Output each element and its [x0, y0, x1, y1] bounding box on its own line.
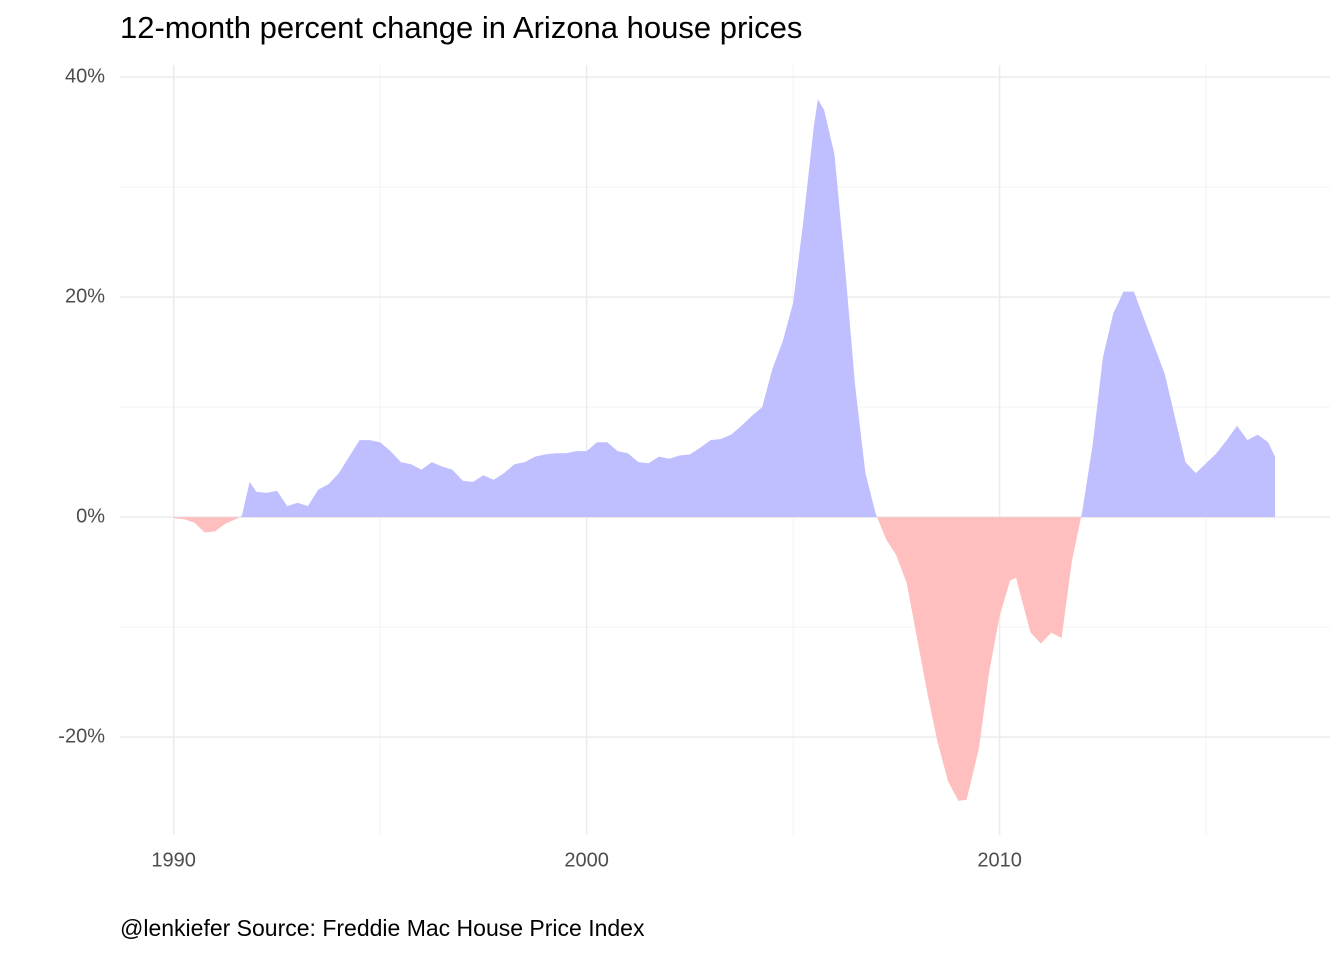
y-tick-label: -20%	[58, 725, 105, 747]
area-negative	[173, 517, 1276, 801]
x-tick-label: 1990	[151, 849, 196, 871]
y-tick-label: 20%	[65, 285, 105, 307]
y-tick-label: 0%	[76, 505, 105, 527]
chart-title: 12-month percent change in Arizona house…	[120, 10, 802, 45]
caption: @lenkiefer Source: Freddie Mac House Pri…	[120, 915, 645, 941]
area-positive	[239, 99, 1276, 518]
x-tick-label: 2010	[977, 849, 1022, 871]
y-tick-label: 40%	[65, 65, 105, 87]
x-tick-label: 2000	[564, 849, 609, 871]
